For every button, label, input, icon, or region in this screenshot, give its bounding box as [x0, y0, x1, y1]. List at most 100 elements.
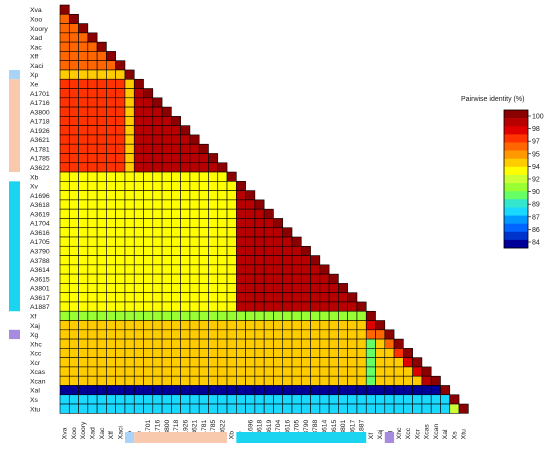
heatmap-cell: [328, 385, 339, 396]
heatmap-cell: [208, 245, 219, 256]
heatmap-cell: [161, 208, 172, 219]
heatmap-cell: [133, 255, 144, 266]
column-label: A3618: [257, 419, 264, 439]
heatmap-cell: [180, 190, 191, 201]
heatmap-cell: [161, 125, 172, 136]
heatmap-cell: [152, 134, 163, 145]
heatmap-cell: [365, 366, 376, 377]
colorbar-tick-label: 87: [532, 214, 540, 221]
heatmap-cell: [245, 394, 256, 405]
heatmap-cell: [291, 264, 302, 275]
heatmap-cell: [254, 301, 265, 312]
heatmap-cell: [208, 153, 219, 164]
heatmap-cell: [115, 375, 126, 386]
heatmap-cell: [115, 60, 126, 71]
heatmap-cell: [291, 236, 302, 247]
column-label: A3616: [284, 419, 291, 439]
heatmap-cells: [59, 4, 469, 414]
heatmap-cell: [217, 394, 228, 405]
heatmap-cell: [96, 357, 107, 368]
heatmap-cell: [217, 283, 228, 293]
heatmap-cell: [59, 264, 70, 275]
column-label: A3622: [219, 419, 226, 439]
heatmap-cell: [143, 385, 154, 396]
heatmap-cell: [152, 153, 163, 164]
heatmap-cell: [59, 13, 70, 24]
row-label: A1701: [30, 91, 50, 98]
heatmap-cell: [171, 199, 181, 210]
heatmap-cell: [254, 366, 265, 377]
heatmap-cell: [96, 310, 107, 321]
heatmap-cell: [226, 264, 237, 275]
heatmap-cell: [189, 134, 200, 145]
colorbar-swatch: [504, 158, 528, 168]
heatmap-cell: [282, 227, 293, 238]
heatmap-cell: [106, 106, 116, 117]
heatmap-cell: [96, 88, 107, 99]
heatmap-cell: [106, 283, 116, 293]
heatmap-cell: [300, 245, 311, 256]
heatmap-cell: [236, 301, 246, 312]
heatmap-cell: [310, 366, 321, 377]
heatmap-cell: [208, 218, 219, 229]
heatmap-cell: [198, 143, 209, 154]
heatmap-cell: [226, 394, 237, 405]
heatmap-cell: [430, 375, 441, 386]
column-label: Xac: [99, 427, 106, 439]
column-label: Xal: [442, 429, 449, 439]
heatmap-cell: [143, 181, 154, 191]
colorbar-tick-label: 86: [532, 227, 540, 234]
row-labels: Xva Xoo Xoory Xad Xac Xff Xaci Xp Xe A1701 A1716 A3…: [30, 7, 50, 413]
heatmap-cell: [189, 283, 200, 293]
heatmap-cell: [300, 366, 311, 377]
heatmap-cell: [403, 348, 413, 358]
heatmap-cell: [263, 255, 274, 266]
row-label: A3615: [30, 276, 50, 283]
heatmap-cell: [198, 403, 209, 414]
heatmap-cell: [282, 283, 293, 293]
heatmap-cell: [282, 245, 293, 256]
heatmap-cell: [143, 218, 154, 229]
heatmap-cell: [393, 366, 404, 377]
heatmap-cell: [273, 283, 284, 293]
heatmap-cell: [124, 208, 135, 219]
heatmap-cell: [198, 273, 209, 284]
heatmap-cell: [96, 320, 107, 331]
heatmap-cell: [310, 273, 321, 284]
heatmap-cell: [171, 218, 181, 229]
heatmap-cell: [217, 171, 228, 182]
heatmap-cell: [328, 273, 339, 284]
heatmap-cell: [152, 320, 163, 331]
colorbar-swatch: [504, 223, 528, 233]
heatmap-cell: [115, 153, 126, 164]
heatmap-cell: [68, 134, 79, 145]
heatmap-cell: [143, 348, 154, 358]
heatmap-cell: [180, 264, 191, 275]
heatmap-cell: [300, 403, 311, 414]
heatmap-cell: [87, 320, 98, 331]
heatmap-cell: [133, 143, 144, 154]
heatmap-cell: [106, 134, 116, 145]
heatmap-cell: [300, 301, 311, 312]
heatmap-cell: [254, 264, 265, 275]
heatmap-cell: [319, 273, 330, 284]
heatmap-cell: [115, 134, 126, 145]
heatmap-cell: [124, 227, 135, 238]
heatmap-cell: [310, 292, 321, 303]
heatmap-cell: [78, 153, 89, 164]
heatmap-cell: [115, 69, 126, 80]
heatmap-cell: [96, 69, 107, 80]
heatmap-cell: [59, 181, 70, 191]
heatmap-cell: [198, 190, 209, 201]
heatmap-cell: [236, 264, 246, 275]
heatmap-cell: [338, 375, 348, 386]
heatmap-cell: [291, 320, 302, 331]
heatmap-cell: [208, 403, 219, 414]
heatmap-cell: [68, 51, 79, 61]
heatmap-cell: [68, 310, 79, 321]
row-label: A3614: [30, 267, 50, 274]
heatmap-cell: [59, 357, 70, 368]
heatmap-cell: [78, 162, 89, 173]
heatmap-cell: [115, 301, 126, 312]
heatmap-cell: [78, 403, 89, 414]
